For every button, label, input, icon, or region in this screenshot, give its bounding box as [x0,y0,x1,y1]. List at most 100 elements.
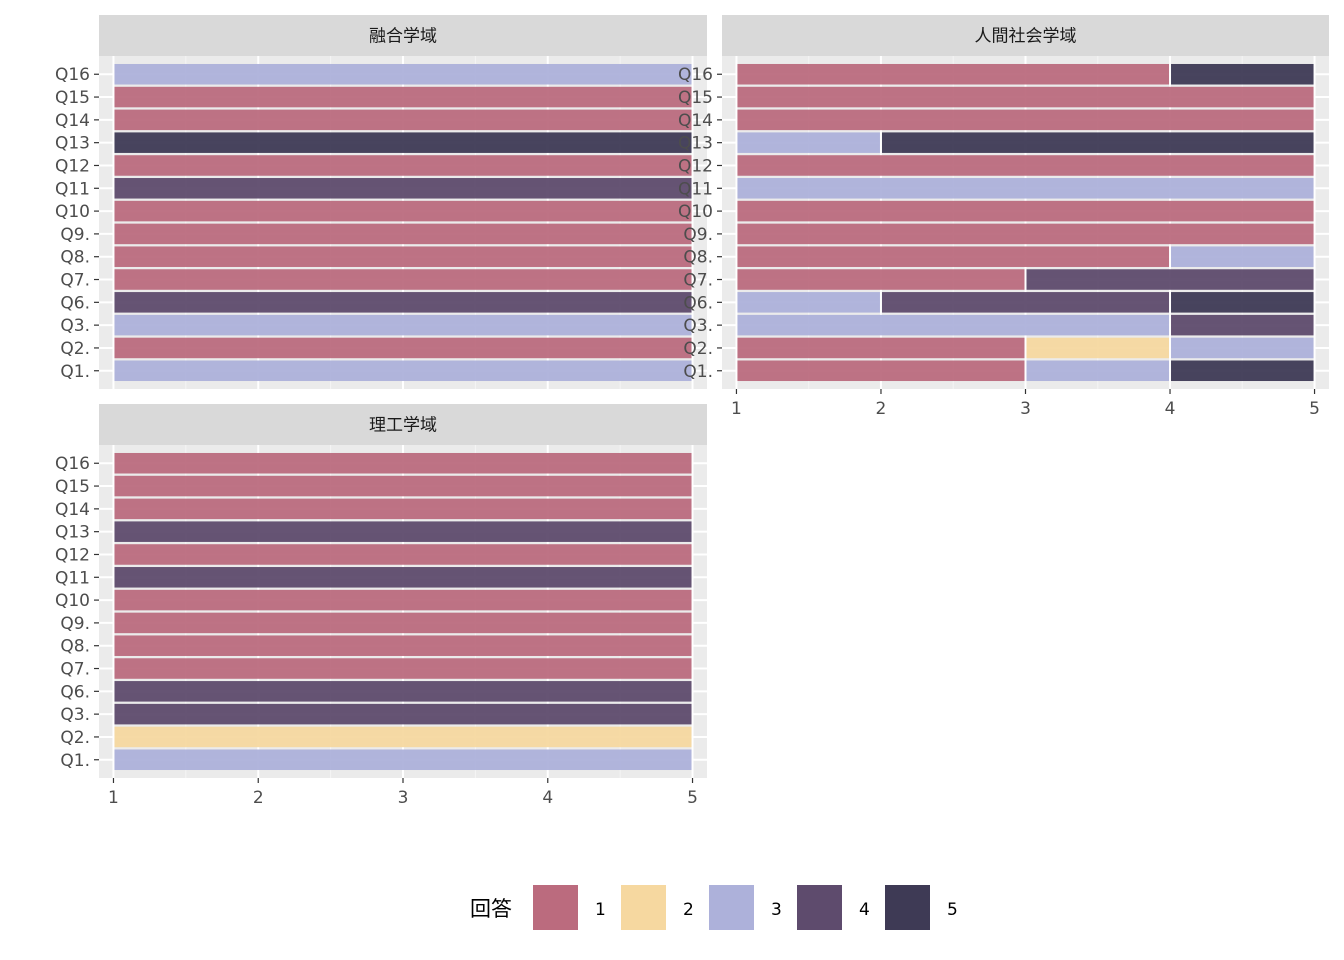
bar-segment [114,178,692,199]
y-tick-label: Q16 [55,65,90,85]
y-tick-label: Q3. [60,705,90,725]
bar-segment [114,246,692,267]
bar-segment [114,498,692,520]
bar-segment [114,63,692,85]
bar-segment [737,109,1314,131]
bar-segment [114,589,692,611]
y-tick-label: Q6. [683,293,713,313]
bar-segment [114,360,692,382]
bar-segment [114,155,692,176]
bar-segment [1026,360,1170,382]
y-tick-label: Q3. [683,316,713,336]
facet-strip [722,15,1329,56]
bar-segment [114,200,692,222]
bar-segment [1171,360,1314,382]
bar-segment [737,360,1025,382]
facet-title: 人間社会学域 [975,27,1077,47]
y-tick-label: Q12 [678,156,713,176]
y-tick-label: Q1. [60,751,90,771]
facet-title: 融合学域 [369,27,437,47]
bar-segment [881,292,1170,313]
y-tick-label: Q7. [60,271,90,291]
legend-label: 2 [683,900,694,920]
y-tick-label: Q7. [683,271,713,291]
bar-segment [114,86,692,108]
bar-segment [114,635,692,656]
facet-strip [99,404,707,445]
bar-segment [114,337,692,359]
y-tick-label: Q14 [55,500,90,520]
bar-segment [1171,292,1314,313]
legend-title: 回答 [470,897,512,921]
y-tick-label: Q15 [678,88,713,108]
bar-segment [737,314,1170,336]
bar-segment [114,612,692,634]
legend-label: 4 [859,900,870,920]
bar-segment [737,200,1314,222]
x-tick-label: 1 [731,399,742,419]
bar-segment [737,178,1314,199]
y-tick-label: Q16 [55,454,90,474]
bar-segment [114,292,692,313]
bar-segment [737,86,1314,108]
y-tick-label: Q1. [683,362,713,382]
bar-segment [114,544,692,565]
legend-key [885,885,930,930]
bar-segment [1171,337,1314,359]
x-tick-label: 5 [1309,399,1320,419]
legend-key [709,885,754,930]
x-tick-label: 4 [1165,399,1176,419]
legend-label: 3 [771,900,782,920]
x-tick-label: 1 [108,788,119,808]
bar-segment [737,223,1314,245]
bar-segment [114,223,692,245]
y-tick-label: Q2. [60,728,90,748]
y-tick-label: Q3. [60,316,90,336]
x-tick-label: 2 [253,788,264,808]
legend: 回答 1 2 3 4 5 [470,885,958,930]
y-tick-label: Q14 [678,111,713,131]
y-tick-label: Q10 [55,591,90,611]
bar-segment [1171,246,1314,267]
y-tick-label: Q13 [55,134,90,154]
y-tick-label: Q10 [678,202,713,222]
bar-segment [114,132,692,153]
bar-segment [114,658,692,679]
x-tick-label: 3 [1020,399,1031,419]
y-tick-label: Q2. [683,339,713,359]
y-tick-label: Q11 [55,568,90,588]
legend-key [797,885,842,930]
y-tick-label: Q15 [55,88,90,108]
legend-key [533,885,578,930]
bar-segment [114,452,692,474]
x-tick-label: 4 [542,788,553,808]
y-tick-label: Q12 [55,156,90,176]
bar-segment [1026,337,1170,359]
y-tick-label: Q9. [683,225,713,245]
y-tick-label: Q6. [60,293,90,313]
bar-segment [114,475,692,497]
bar-segment [114,314,692,336]
bar-segment [737,337,1025,359]
legend-key [621,885,666,930]
bar-segment [737,246,1170,267]
bar-segment [1171,63,1314,85]
bar-segment [1171,314,1314,336]
y-tick-label: Q16 [678,65,713,85]
x-tick-label: 5 [687,788,698,808]
bar-segment [737,269,1025,290]
y-tick-label: Q8. [60,248,90,268]
y-tick-label: Q8. [683,248,713,268]
y-tick-label: Q13 [678,134,713,154]
bar-segment [114,269,692,290]
y-tick-label: Q11 [55,179,90,199]
facet-title: 理工学域 [369,416,437,436]
bar-segment [114,521,692,542]
y-tick-label: Q8. [60,637,90,657]
y-tick-label: Q14 [55,111,90,131]
y-tick-label: Q7. [60,660,90,680]
bar-segment [114,109,692,131]
